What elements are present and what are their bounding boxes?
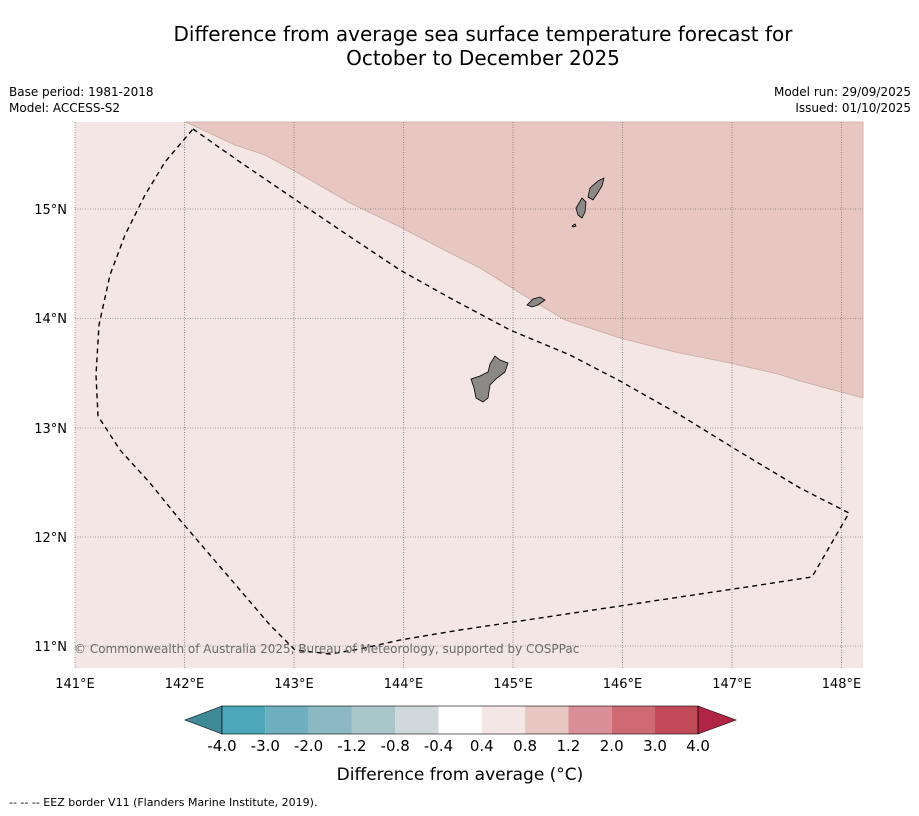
base-period: Base period: 1981-2018: [9, 85, 154, 99]
chart-title: Difference from average sea surface temp…: [0, 22, 919, 70]
lon-label: 141°E: [55, 677, 95, 692]
colorbar-under-arrow: [184, 705, 223, 735]
colorbar-swatch: [308, 706, 352, 734]
lon-label: 145°E: [493, 677, 533, 692]
colorbar-swatch: [481, 706, 526, 734]
colorbar-tick: -3.0: [251, 737, 280, 755]
longitude-labels: 141°E 142°E 143°E 144°E 145°E 146°E 147°…: [55, 677, 861, 692]
issued-date: Issued: 01/10/2025: [795, 101, 911, 115]
colorbar-tick: -1.2: [337, 737, 366, 755]
lon-label: 143°E: [274, 677, 314, 692]
islands: [470, 177, 605, 403]
colorbar-swatch: [611, 706, 655, 734]
title-line-2: October to December 2025: [346, 46, 620, 70]
island-guam: [470, 355, 509, 403]
lat-label: 14°N: [34, 312, 67, 327]
colorbar-tick: -0.4: [424, 737, 453, 755]
lat-label: 13°N: [34, 422, 67, 437]
colorbar-tick: 1.2: [556, 737, 580, 755]
lon-label: 144°E: [384, 677, 424, 692]
latitude-labels: 11°N 12°N 13°N 14°N 15°N: [34, 203, 67, 655]
colorbar-swatch: [568, 706, 612, 734]
colorbar-swatch: [395, 706, 439, 734]
colorbar-title: Difference from average (°C): [337, 765, 584, 785]
island-tinian: [575, 197, 587, 219]
colorbar-tick: 2.0: [600, 737, 624, 755]
lat-label: 12°N: [34, 531, 67, 546]
colorbar-swatch: [655, 706, 698, 734]
colorbar-tick: 0.4: [470, 737, 494, 755]
island-aguijan: [571, 223, 577, 228]
lon-label: 147°E: [712, 677, 752, 692]
eez-legend: -- -- -- EEZ border V11 (Flanders Marine…: [9, 796, 318, 809]
island-rota: [526, 296, 546, 308]
gridlines: [74, 122, 863, 668]
colorbar-swatch: [222, 706, 266, 734]
warm-anomaly-region: [184, 121, 864, 399]
colorbar-tick: 4.0: [686, 737, 710, 755]
lat-label: 15°N: [34, 203, 67, 218]
title-line-1: Difference from average sea surface temp…: [173, 22, 793, 46]
colorbar-over-arrow: [697, 705, 737, 735]
lon-label: 148°E: [822, 677, 862, 692]
map-panel: © Commonwealth of Australia 2025, Bureau…: [74, 121, 864, 668]
model-run: Model run: 29/09/2025: [773, 85, 911, 99]
colorbar: [184, 705, 737, 735]
colorbar-outline: [221, 705, 699, 735]
copyright-notice: © Commonwealth of Australia 2025, Bureau…: [74, 642, 579, 656]
eez-border: [95, 128, 850, 655]
lon-label: 142°E: [165, 677, 205, 692]
colorbar-tick-labels: -4.0 -3.0 -2.0 -1.2 -0.8 -0.4 0.4 0.8 1.…: [207, 737, 710, 755]
colorbar-swatch: [265, 706, 309, 734]
colorbar-swatch: [525, 706, 569, 734]
island-saipan: [587, 177, 605, 201]
colorbar-swatch: [438, 706, 482, 734]
colorbar-tick: 0.8: [513, 737, 537, 755]
colorbar-tick: -2.0: [294, 737, 323, 755]
colorbar-tick: 3.0: [643, 737, 667, 755]
meta-left: Base period: 1981-2018 Model: ACCESS-S2: [9, 84, 154, 116]
colorbar-swatch: [351, 706, 396, 734]
colorbar-tick: -0.8: [381, 737, 410, 755]
lat-label: 11°N: [34, 640, 67, 655]
model-name: Model: ACCESS-S2: [9, 101, 121, 115]
lon-label: 146°E: [603, 677, 643, 692]
meta-right: Model run: 29/09/2025 Issued: 01/10/2025: [774, 84, 911, 116]
colorbar-tick: -4.0: [207, 737, 236, 755]
